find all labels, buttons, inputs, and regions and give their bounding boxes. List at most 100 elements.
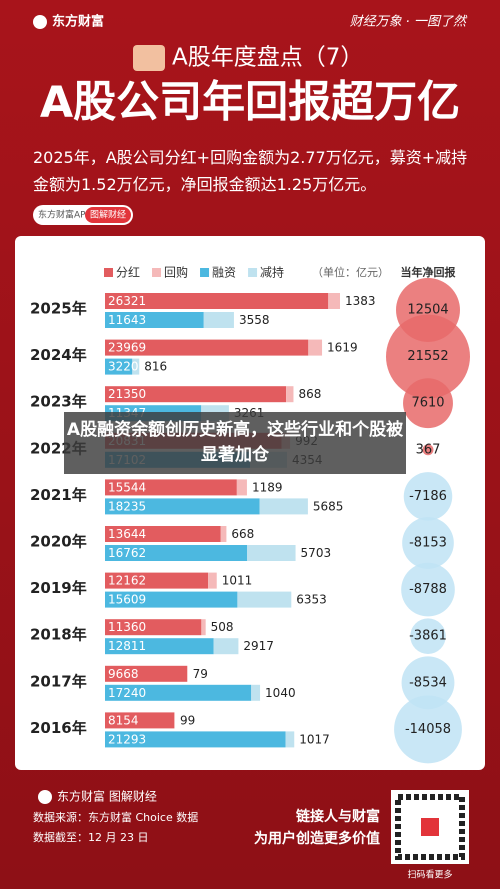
year-label: 2018年	[30, 626, 87, 644]
bar	[251, 684, 261, 701]
value-label: 13644	[108, 527, 146, 541]
value-label: 8154	[108, 713, 139, 727]
value-label: 1189	[252, 480, 283, 494]
net-bubble	[401, 656, 455, 710]
overlay-headline[interactable]: A股融资余额创历史新高，这些行业和个股被显著加仓	[64, 412, 406, 474]
legend-swatch	[104, 268, 113, 277]
value-label: 3558	[239, 313, 270, 327]
legend-label: 融资	[212, 266, 236, 280]
value-label: 3220	[108, 360, 139, 374]
bar	[286, 386, 294, 403]
value-label: 1383	[345, 294, 376, 308]
bar	[105, 386, 287, 403]
net-label: 367	[416, 442, 441, 457]
net-label: 21552	[407, 349, 448, 364]
bar	[208, 572, 217, 589]
year-label: 2024年	[30, 346, 87, 364]
net-bubble	[403, 472, 453, 521]
net-label: -14058	[405, 722, 451, 737]
cutoff: 数据截至：12 月 23 日	[33, 830, 148, 844]
legend-swatch	[152, 268, 162, 277]
value-label: 17240	[108, 686, 146, 700]
series-badge: A股年度盘点（7）	[172, 45, 363, 71]
bar	[105, 572, 209, 589]
value-label: 99	[180, 713, 195, 727]
bar	[105, 526, 221, 542]
bar	[105, 638, 214, 655]
net-label: 12504	[407, 303, 448, 318]
subtitle: 2025年，A股公司分红+回购金额为2.77万亿元，募资+减持金额为1.52万亿…	[33, 148, 468, 194]
value-label: 868	[298, 387, 321, 401]
bar	[236, 479, 247, 496]
bar	[328, 293, 340, 309]
value-label: 26321	[108, 294, 146, 308]
net-label: -8534	[409, 675, 447, 690]
bar	[213, 638, 239, 655]
badge-icon	[133, 45, 165, 71]
bar	[201, 619, 206, 636]
bar	[105, 479, 237, 496]
value-label: 5703	[301, 546, 332, 560]
qr-caption: 扫码看更多	[407, 869, 452, 881]
value-label: 12811	[108, 639, 146, 653]
bar	[132, 358, 140, 375]
bar	[247, 545, 296, 561]
net-label: 7610	[411, 396, 444, 411]
year-label: 2023年	[30, 393, 87, 411]
motto: 为用户创造更多价值	[254, 830, 380, 847]
bar	[285, 731, 295, 748]
motto: 链接人与财富	[296, 808, 380, 825]
bar	[105, 312, 204, 328]
net-title: 当年净回报	[401, 265, 457, 279]
net-bubble	[402, 517, 454, 569]
bar	[105, 591, 238, 608]
net-bubble	[422, 444, 434, 456]
bar	[308, 339, 323, 356]
value-label: 6353	[296, 593, 327, 607]
value-label: 15609	[108, 593, 146, 607]
value-label: 11360	[108, 620, 146, 634]
net-label: -8153	[409, 536, 447, 551]
value-label: 11643	[108, 313, 146, 327]
year-label: 2020年	[30, 533, 87, 551]
bar	[105, 619, 202, 636]
bar	[105, 684, 252, 701]
bar	[105, 731, 286, 748]
value-label: 15544	[108, 480, 146, 494]
value-label: 9668	[108, 667, 139, 681]
bar	[237, 591, 292, 608]
value-label: 21350	[108, 387, 146, 401]
value-label: 79	[193, 667, 208, 681]
footer-brand: 东方财富 图解财经	[57, 789, 157, 804]
legend-label: 回购	[164, 265, 188, 280]
net-bubble	[401, 562, 455, 617]
value-label: 1619	[327, 341, 358, 355]
net-bubble	[394, 695, 462, 764]
value-label: 18235	[108, 499, 146, 513]
year-label: 2025年	[30, 300, 87, 318]
value-label: 12162	[108, 574, 146, 588]
bar	[105, 358, 133, 375]
source: 数据来源：东方财富 Choice 数据	[33, 810, 198, 824]
brand: 东方财富	[52, 14, 104, 30]
bar	[174, 712, 176, 729]
bar	[105, 545, 248, 561]
bar	[259, 498, 308, 515]
bar	[220, 526, 227, 542]
bar	[187, 665, 188, 682]
value-label: 21293	[108, 732, 146, 746]
tag-pill	[85, 207, 131, 223]
unit-label: （单位：亿元）	[312, 265, 389, 279]
value-label: 1017	[299, 732, 330, 746]
value-label: 1040	[265, 686, 296, 700]
bar	[105, 293, 329, 309]
value-label: 2917	[243, 639, 274, 653]
year-label: 2019年	[30, 579, 87, 597]
net-bubble	[410, 618, 446, 654]
title: A股公司年回报超万亿	[40, 78, 460, 128]
app-tag: 图解财经	[90, 209, 126, 221]
net-label: -8788	[409, 582, 447, 597]
footer-logo	[38, 790, 52, 804]
app-badge: 东方财富APP	[38, 209, 92, 221]
